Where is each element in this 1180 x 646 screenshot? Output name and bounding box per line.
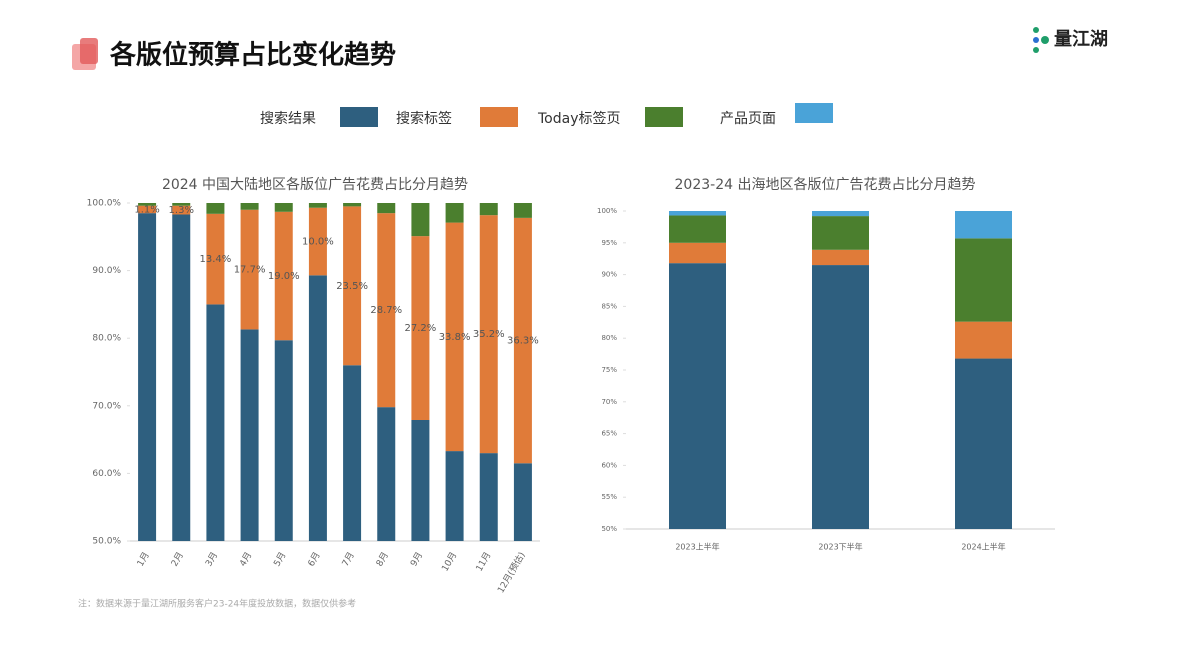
y-tick-label: 75%	[601, 366, 617, 374]
bar-segment	[308, 207, 327, 276]
page-title: 各版位预算占比变化趋势	[109, 40, 396, 71]
bar-segment	[343, 203, 362, 207]
bar-segment	[411, 203, 430, 237]
bar-segment	[812, 216, 869, 250]
y-tick-label: 60.0%	[92, 469, 121, 479]
y-tick-label: 80%	[601, 334, 617, 342]
legend-swatch	[340, 107, 378, 127]
bar-segment	[669, 211, 726, 216]
bar-segment	[172, 205, 191, 215]
bar-segment	[513, 203, 532, 218]
y-tick-label: 50%	[601, 525, 617, 533]
y-tick-label: 90.0%	[92, 266, 121, 276]
data-label: 36.3%	[507, 336, 539, 347]
y-tick-label: 95%	[601, 239, 617, 247]
footnote: 注：数据来源于量江湖所服务客户23-24年度投放数据，数据仅供参考	[78, 598, 356, 610]
data-label: 1.3%	[169, 205, 194, 216]
legend-label: Today标签页	[537, 110, 621, 127]
bar-segment	[138, 213, 157, 541]
bar-segment	[411, 419, 430, 541]
bar-segment	[479, 453, 498, 541]
y-tick-label: 100.0%	[87, 199, 122, 209]
y-tick-label: 50.0%	[92, 537, 121, 547]
bar-segment	[812, 249, 869, 266]
bar-segment	[206, 203, 225, 214]
y-tick-label: 90%	[601, 271, 617, 279]
data-label: 13.4%	[200, 254, 232, 265]
bar-segment	[669, 242, 726, 264]
title-icon	[72, 38, 98, 70]
bar-segment	[138, 205, 157, 214]
legend-swatch	[645, 107, 683, 127]
bar-segment	[343, 206, 362, 366]
bar-segment	[308, 275, 327, 541]
bar-segment	[172, 214, 191, 541]
bar-segment	[274, 211, 293, 341]
bar-segment	[955, 211, 1012, 239]
bar-segment	[206, 304, 225, 541]
y-tick-label: 85%	[601, 302, 617, 310]
bar-segment	[377, 407, 396, 541]
bar-segment	[955, 358, 1012, 529]
bar-segment	[206, 213, 225, 305]
data-label: 17.7%	[234, 265, 266, 276]
x-tick-label: 2024上半年	[961, 542, 1005, 552]
data-label: 23.5%	[336, 281, 368, 292]
legend-label: 搜索标签	[396, 110, 452, 127]
bar-segment	[513, 217, 532, 464]
data-label: 35.2%	[473, 329, 505, 340]
y-tick-label: 55%	[601, 493, 617, 501]
data-label: 19.0%	[268, 271, 300, 282]
bar-segment	[445, 203, 464, 223]
bar-segment	[812, 211, 869, 217]
y-tick-label: 60%	[601, 461, 617, 469]
x-tick-label: 2023上半年	[675, 542, 719, 552]
bar-segment	[513, 463, 532, 541]
bar-segment	[240, 329, 259, 541]
legend-swatch	[480, 107, 518, 127]
bar-segment	[308, 203, 327, 208]
x-tick-label: 2023下半年	[818, 542, 862, 552]
bar-segment	[377, 213, 396, 408]
data-label: 28.7%	[370, 305, 402, 316]
bar-segment	[479, 203, 498, 216]
chart-title: 2024 中国大陆地区各版位广告花费占比分月趋势	[162, 177, 468, 193]
y-tick-label: 65%	[601, 430, 617, 438]
bar-segment	[377, 203, 396, 214]
data-label: 33.8%	[439, 332, 471, 343]
data-label: 27.2%	[405, 323, 437, 334]
legend-label: 产品页面	[720, 111, 776, 127]
bar-segment	[240, 203, 259, 210]
bar-segment	[955, 238, 1012, 322]
data-label: 10.0%	[302, 237, 334, 248]
bar-segment	[669, 263, 726, 529]
bar-segment	[172, 203, 191, 206]
logo-text: 量江湖	[1054, 28, 1108, 50]
bar-segment	[138, 203, 157, 206]
bar-segment	[343, 365, 362, 541]
bar-segment	[445, 222, 464, 452]
bar-segment	[479, 215, 498, 454]
chart-title: 2023-24 出海地区各版位广告花费占比分月趋势	[675, 177, 976, 193]
bar-segment	[955, 321, 1012, 359]
y-tick-label: 100%	[597, 207, 617, 215]
y-tick-label: 80.0%	[92, 334, 121, 344]
bar-segment	[240, 209, 259, 330]
legend-label: 搜索结果	[260, 110, 316, 127]
y-tick-label: 70%	[601, 398, 617, 406]
bar-segment	[411, 236, 430, 420]
data-label: 1.1%	[134, 204, 159, 215]
bar-segment	[669, 215, 726, 243]
bar-segment	[274, 340, 293, 541]
bar-segment	[812, 265, 869, 529]
bar-segment	[274, 203, 293, 212]
logo-icon	[1033, 27, 1049, 53]
bar-segment	[445, 451, 464, 541]
y-tick-label: 70.0%	[92, 401, 121, 411]
legend-swatch	[795, 103, 833, 123]
